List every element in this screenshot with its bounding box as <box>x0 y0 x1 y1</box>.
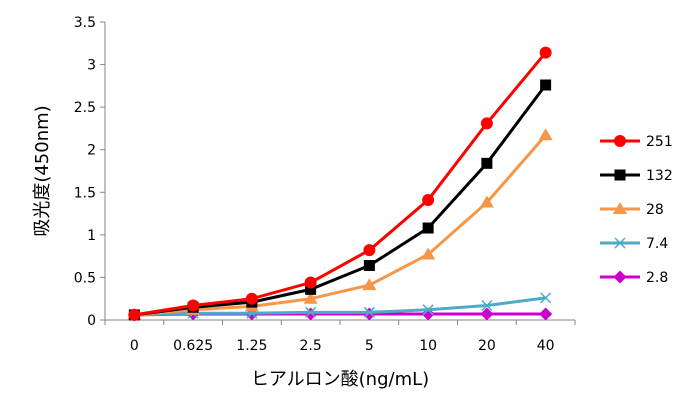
data-point <box>304 276 317 289</box>
legend-marker <box>613 202 627 214</box>
data-point <box>540 292 552 304</box>
data-point <box>539 46 552 59</box>
data-point <box>305 306 317 318</box>
series-2 <box>127 128 553 320</box>
data-point <box>304 307 318 321</box>
x-tick-label: 0.625 <box>173 338 213 354</box>
legend-label: 251 <box>646 134 673 150</box>
legend-item: 7.4 <box>600 236 668 252</box>
x-tick-label: 0 <box>130 338 139 354</box>
data-point <box>363 306 375 318</box>
data-point <box>422 222 434 234</box>
x-axis-label: ヒアルロン酸(ng/mL) <box>251 369 429 390</box>
data-point <box>481 299 493 312</box>
y-tick-label: 1.5 <box>74 185 96 201</box>
data-point <box>538 128 553 141</box>
legend-marker-stroke <box>614 237 626 249</box>
data-point <box>422 193 435 206</box>
x-tick-label: 10 <box>419 338 437 354</box>
x-tick-label: 20 <box>478 338 496 354</box>
data-point <box>479 195 494 208</box>
data-point-stroke <box>363 306 375 318</box>
data-point-stroke <box>305 306 317 318</box>
y-tick-label: 2 <box>87 143 96 159</box>
y-tick-label: 2.5 <box>74 100 96 116</box>
x-tick-label: 40 <box>537 338 555 354</box>
x-ticks: 0 0.625 1.25 2.5 5 10 20 40 <box>104 320 576 354</box>
x-tick-label: 5 <box>365 338 374 354</box>
y-tick-label: 0.5 <box>74 270 96 286</box>
data-point-stroke <box>481 299 493 312</box>
legend-item: 251 <box>600 134 673 150</box>
axes <box>104 22 575 321</box>
legend: 251 132 28 7.4 2.8 <box>600 134 673 286</box>
legend-marker <box>614 237 626 249</box>
y-tick-label: 1 <box>87 228 96 244</box>
data-point <box>305 283 317 295</box>
y-tick-label: 3.5 <box>74 15 96 31</box>
series-line <box>134 134 547 317</box>
legend-marker <box>614 135 626 147</box>
data-point <box>362 307 376 321</box>
legend-item: 2.8 <box>600 270 668 286</box>
y-tick-label: 3 <box>87 58 96 74</box>
data-point <box>539 307 553 321</box>
data-point-stroke <box>422 304 434 316</box>
legend-label: 132 <box>646 168 673 184</box>
legend-label: 2.8 <box>646 270 668 286</box>
y-ticks: 0 0.5 1 1.5 2 2.5 3 3.5 <box>74 15 105 329</box>
legend-label: 28 <box>646 202 664 218</box>
data-point <box>480 307 494 321</box>
data-point-stroke <box>540 292 552 304</box>
series-line <box>134 51 547 317</box>
x-tick-label: 2.5 <box>299 338 321 354</box>
data-point <box>303 291 318 304</box>
y-tick-label: 0 <box>87 313 96 329</box>
legend-marker <box>613 270 627 284</box>
legend-label: 7.4 <box>646 236 668 252</box>
data-point <box>245 292 258 305</box>
data-point <box>187 299 200 312</box>
data-point <box>362 278 377 291</box>
y-axis-label: 吸光度(450nm) <box>32 105 53 236</box>
legend-marker <box>614 169 626 181</box>
data-point <box>363 260 375 272</box>
data-point <box>481 157 493 169</box>
series-line <box>134 296 546 317</box>
series-0 <box>128 46 552 321</box>
legend-item: 132 <box>600 168 673 184</box>
data-point <box>363 244 376 257</box>
data-point <box>540 79 552 91</box>
data-point <box>128 308 141 321</box>
legend-item: 28 <box>600 202 664 218</box>
data-point <box>421 247 436 260</box>
data-point <box>480 117 493 130</box>
data-point <box>422 304 434 316</box>
series-layer <box>127 46 553 322</box>
series-line <box>134 84 547 317</box>
x-tick-label: 1.25 <box>236 338 267 354</box>
